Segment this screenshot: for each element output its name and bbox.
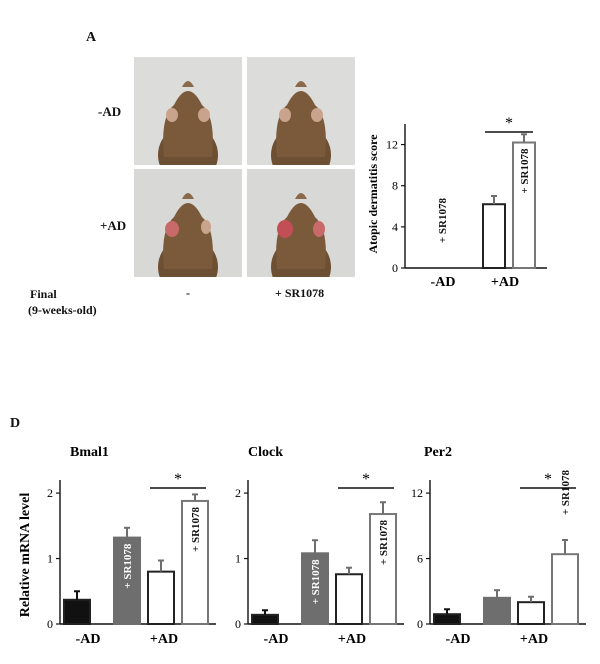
mouse-photo-plus-ad-control xyxy=(134,169,242,277)
mouse-photo-minus-ad-sr1078 xyxy=(247,57,355,165)
bar xyxy=(369,513,397,625)
y-tick-label: 12 xyxy=(411,486,423,500)
bar xyxy=(482,203,506,269)
bar xyxy=(517,601,545,626)
y-tick-label: 12 xyxy=(386,138,398,152)
chart-title: Bmal1 xyxy=(70,445,109,460)
bar-data-label: + SR1078 xyxy=(519,148,531,194)
col-label-sr1078: + SR1078 xyxy=(275,286,325,300)
group-label: +AD xyxy=(491,275,519,290)
age-label: (9-weeks-old) xyxy=(28,303,97,317)
chart-title: Clock xyxy=(248,445,283,460)
atopic-dermatitis-chart: 0 4 8 12 Atopic dermatitis score + SR1078 + SR… xyxy=(366,115,547,290)
y-tick-label: 4 xyxy=(392,220,398,234)
bar-data-label: + SR1078 xyxy=(122,543,134,589)
significance-star: * xyxy=(505,115,513,132)
mouse-photo-icon xyxy=(247,57,355,165)
significance-star: * xyxy=(174,471,182,488)
y-tick-label: 0 xyxy=(47,617,53,631)
bar-data-label: + SR1078 xyxy=(492,520,504,566)
y-tick-label: 0 xyxy=(417,617,423,631)
group-label: +AD xyxy=(520,632,548,647)
chart-title: Per2 xyxy=(424,445,452,460)
group-label: +AD xyxy=(150,632,178,647)
group-label: -AD xyxy=(264,632,289,647)
bar xyxy=(335,573,363,625)
panel-d-letter: D xyxy=(10,416,21,431)
y-tick-label: 2 xyxy=(235,486,241,500)
bar xyxy=(251,613,279,626)
bar xyxy=(551,553,579,625)
mouse-photo-lesion-icon xyxy=(134,169,242,277)
y-tick-label: 0 xyxy=(392,261,398,275)
bar xyxy=(301,552,329,625)
y-tick-label: 2 xyxy=(47,486,53,500)
mouse-photo-icon xyxy=(134,57,242,165)
bar-data-label: + SR1078 xyxy=(378,520,390,566)
mouse-photo-lesion-icon xyxy=(247,169,355,277)
y-axis-label: Atopic dermatitis score xyxy=(366,134,380,254)
bar xyxy=(181,499,209,625)
y-tick-label: 8 xyxy=(392,179,398,193)
y-tick-label: 1 xyxy=(47,552,53,566)
row-label-plus-ad: +AD xyxy=(100,218,127,233)
bar-data-label: + SR1078 xyxy=(190,506,202,552)
bar-data-label: + SR1078 xyxy=(310,559,322,605)
final-label: Final xyxy=(30,287,57,301)
significance-star: * xyxy=(544,471,552,488)
group-label: -AD xyxy=(446,632,471,647)
y-tick-label: 6 xyxy=(417,552,423,566)
bmal1-chart: 0 1 2 Bmal1 + SR1078 + SR1078 -AD +AD * xyxy=(47,445,216,647)
relative-mrna-ylabel: Relative mRNA level xyxy=(18,493,33,618)
bar xyxy=(147,570,175,626)
group-label: -AD xyxy=(431,275,456,290)
y-tick-label: 0 xyxy=(235,617,241,631)
per2-chart: 0 6 12 Per2 + SR1078 + SR1078 -AD +AD * xyxy=(411,445,586,647)
relative-mrna-ylabel-text: Relative mRNA level xyxy=(18,493,33,618)
panel-a-letter: A xyxy=(86,30,97,45)
bar xyxy=(63,598,91,625)
group-label: +AD xyxy=(338,632,366,647)
group-label: -AD xyxy=(76,632,101,647)
y-tick-label: 1 xyxy=(235,552,241,566)
clock-chart: 0 1 2 Clock + SR1078 + SR1078 -AD +AD * xyxy=(235,445,404,647)
bar-data-label: + SR1078 xyxy=(560,470,572,516)
significance-star: * xyxy=(362,471,370,488)
bar-data-label: + SR1078 xyxy=(437,198,449,244)
row-label-minus-ad: -AD xyxy=(98,104,122,119)
bar xyxy=(483,596,511,625)
mouse-photo-minus-ad-control xyxy=(134,57,242,165)
mouse-photo-plus-ad-sr1078 xyxy=(247,169,355,277)
bar xyxy=(433,613,461,626)
col-label-control: - xyxy=(186,286,190,300)
